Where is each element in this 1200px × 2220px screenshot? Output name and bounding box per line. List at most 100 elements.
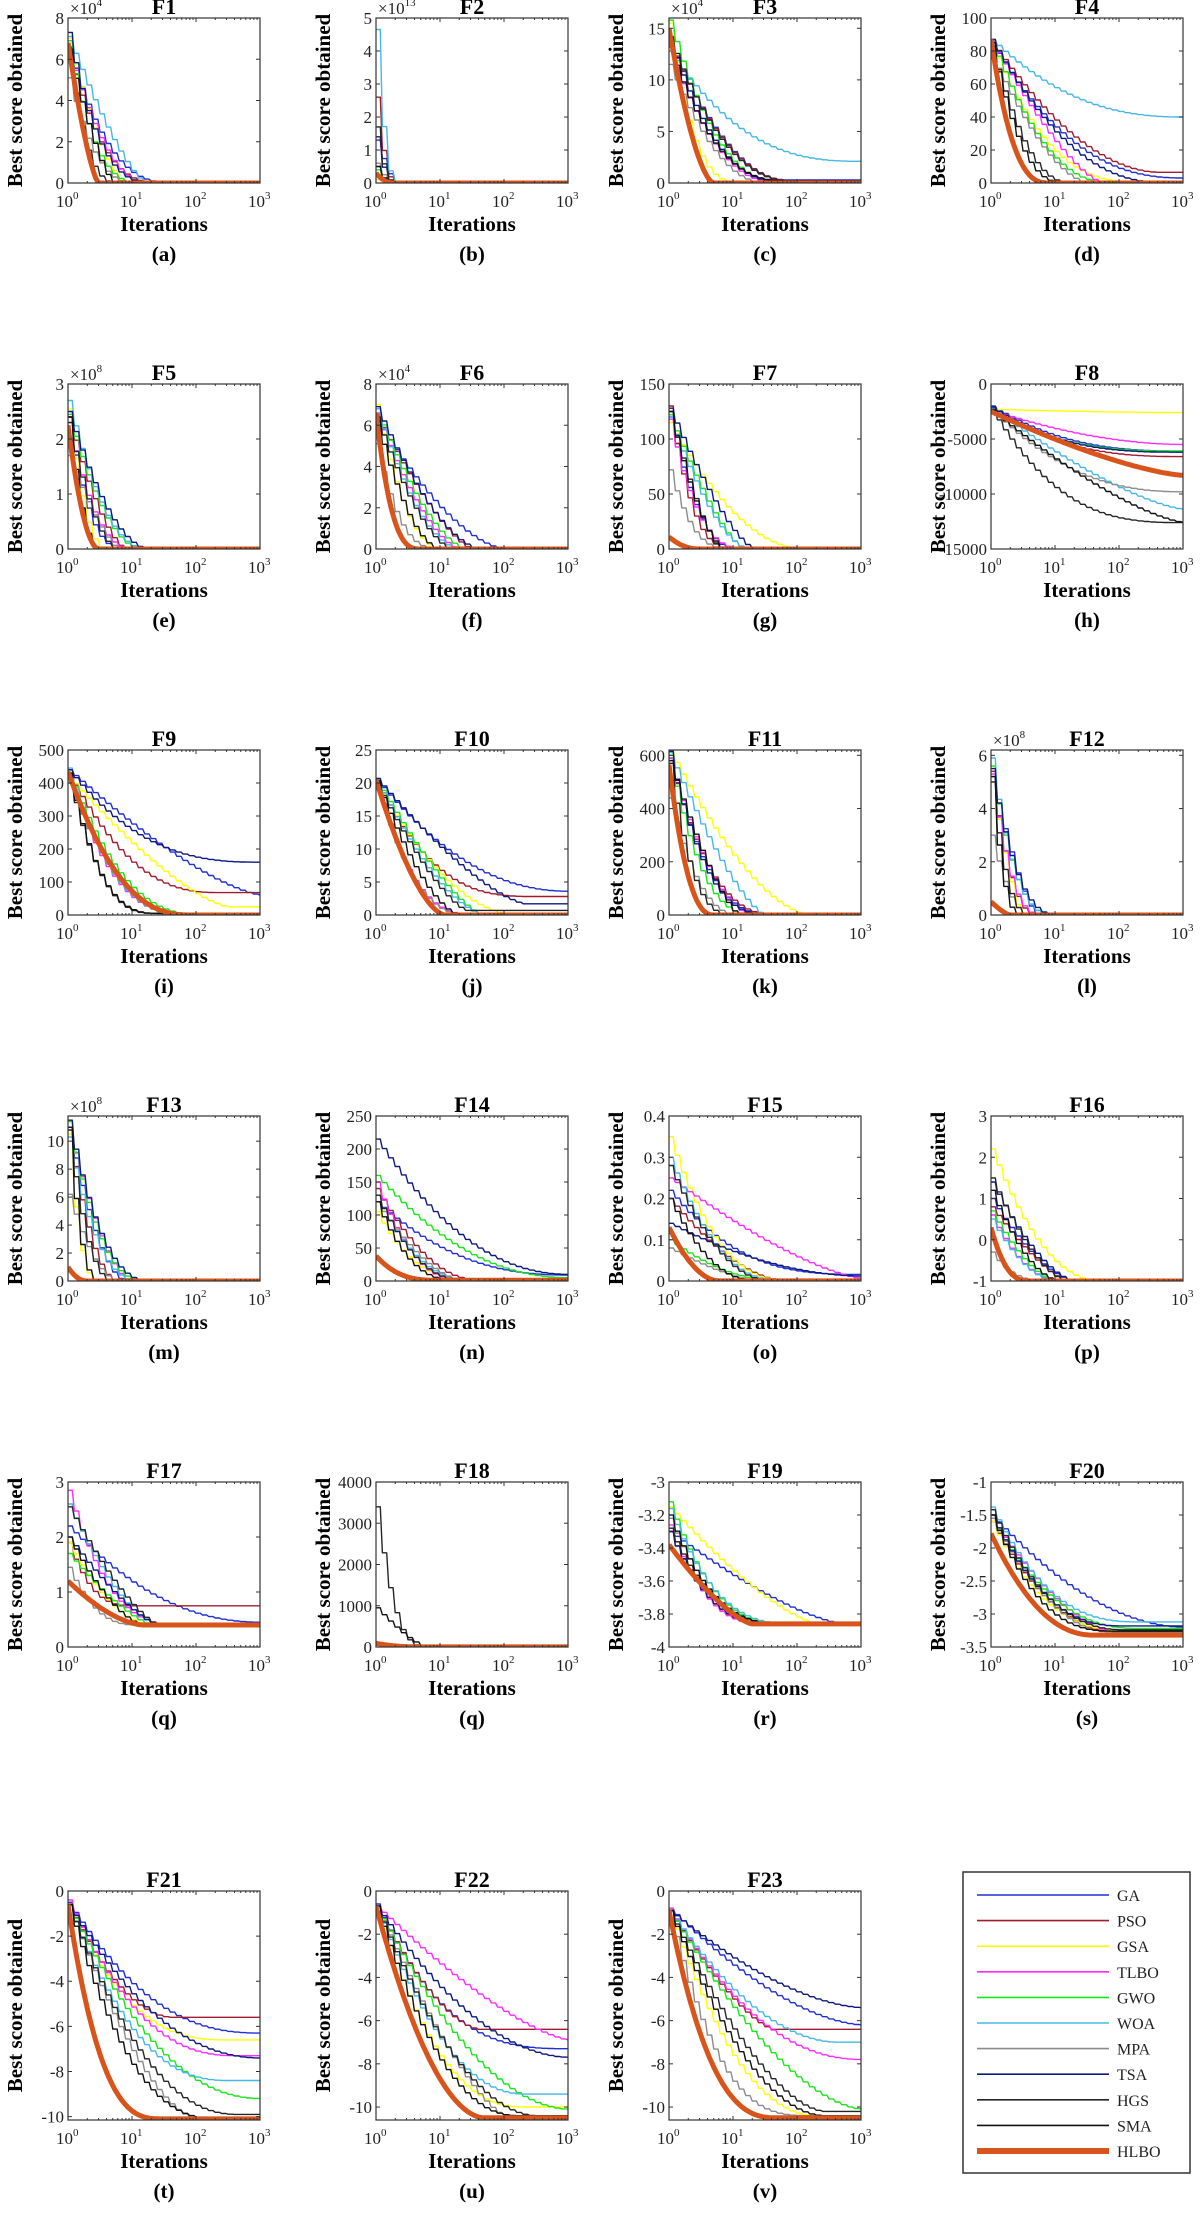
series-group	[669, 1501, 861, 1627]
y-tick-label: -6	[651, 2012, 665, 2031]
panel-title: F17	[146, 1458, 181, 1483]
y-axis-label: Best score obtained	[3, 1918, 27, 2092]
plot-area	[68, 750, 260, 915]
y-tick-label: 15	[648, 19, 665, 38]
y-tick-label: -3.2	[638, 1506, 665, 1525]
panel-sublabel: (l)	[1077, 974, 1097, 998]
y-tick-label: -10	[642, 2098, 665, 2117]
x-axis-label: Iterations	[1043, 578, 1131, 602]
y-tick-label: 8	[364, 375, 373, 394]
line-gwo-f14	[376, 1174, 568, 1279]
plot-area	[376, 18, 568, 183]
series-group	[376, 1903, 568, 2120]
y-axis-label: Best score obtained	[3, 1111, 27, 1285]
line-pso-f17	[68, 1541, 260, 1607]
x-tick-label: 103	[849, 2127, 872, 2148]
y-tick-label: 6	[56, 50, 65, 69]
plot-area	[376, 750, 568, 915]
legend-label: GSA	[1117, 1939, 1149, 1956]
x-axis-label: Iterations	[721, 944, 809, 968]
y-tick-label: 1	[56, 485, 65, 504]
x-tick-label: 103	[556, 190, 579, 211]
panel-sublabel: (h)	[1074, 608, 1100, 632]
x-tick-label: 102	[785, 1288, 808, 1309]
line-tsa-f14	[376, 1138, 568, 1276]
panel-title: F13	[146, 1092, 181, 1117]
x-tick-label: 103	[556, 1654, 579, 1675]
panel-f10: 100 101 102 103 0 5 10 15 20 25 F10 Iterations Best …	[311, 726, 579, 998]
x-tick-label: 101	[120, 2127, 143, 2148]
y-tick-label: 0	[56, 174, 65, 193]
panel-sublabel: (i)	[154, 974, 174, 998]
x-tick-label: 101	[120, 1654, 143, 1675]
y-tick-label: 6	[979, 746, 988, 765]
x-tick-label: 103	[1171, 190, 1194, 211]
y-tick-label: 0	[364, 1272, 373, 1291]
line-gsa-f10	[376, 782, 568, 915]
y-tick-label: 3000	[338, 1514, 372, 1533]
x-tick-label: 102	[184, 556, 207, 577]
x-tick-label: 100	[657, 2127, 680, 2148]
x-tick-label: 102	[184, 190, 207, 211]
x-tick-label: 100	[657, 190, 680, 211]
line-hlbo-f11	[669, 764, 861, 915]
y-tick-label: 0.2	[644, 1190, 665, 1209]
x-tick-label: 100	[657, 1288, 680, 1309]
panel-title: F21	[146, 1867, 181, 1892]
y-tick-label: 2000	[338, 1556, 372, 1575]
x-tick-label: 102	[785, 2127, 808, 2148]
plot-frame	[67, 383, 261, 550]
line-hgs-f8	[991, 408, 1183, 524]
line-tsa-f5	[68, 410, 260, 549]
panel-title: F7	[753, 360, 777, 385]
panel-f21: 100 101 102 103 -10 -8 -6 -4 -2 0 F21 Iterations Bes…	[3, 1867, 271, 2203]
line-tlbo-f21	[68, 1899, 260, 2057]
line-hgs-f13	[68, 1129, 260, 1281]
y-tick-label: -1.5	[960, 1506, 987, 1525]
line-woa-f23	[669, 1909, 861, 2043]
y-tick-label: 10	[648, 71, 665, 90]
y-axis-label: Best score obtained	[311, 1918, 335, 2092]
x-tick-label: 100	[364, 1654, 387, 1675]
panel-f16: 100 101 102 103 -1 0 1 2 3 F16 Iterations Best scor…	[926, 1092, 1194, 1364]
line-sma-f8	[991, 409, 1183, 524]
series-group	[68, 1899, 260, 2120]
line-hlbo-f3	[669, 27, 861, 183]
line-pso-f12	[991, 770, 1183, 915]
y-tick-label: 50	[355, 1239, 372, 1258]
x-tick-label: 102	[1107, 190, 1130, 211]
line-gsa-f9	[68, 775, 260, 908]
y-tick-label: 4000	[338, 1473, 372, 1492]
plot-frame	[375, 749, 569, 916]
legend-entry-hlbo: HLBO	[977, 2144, 1161, 2161]
x-axis-label: Iterations	[428, 578, 516, 602]
line-sma-f10	[376, 780, 568, 915]
panel-sublabel: (v)	[753, 2179, 778, 2203]
line-tlbo-f15	[669, 1177, 861, 1280]
x-tick-label: 102	[184, 1288, 207, 1309]
series-group	[669, 19, 861, 183]
y-multiplier: ×1013	[378, 0, 416, 18]
line-hlbo-f21	[68, 1904, 260, 2120]
y-tick-label: 60	[970, 75, 987, 94]
y-tick-label: 0	[364, 174, 373, 193]
y-tick-label: 0	[979, 174, 988, 193]
x-axis-label: Iterations	[721, 2149, 809, 2173]
y-tick-label: 3	[56, 1473, 65, 1492]
x-axis-label: Iterations	[1043, 1676, 1131, 1700]
x-axis-label: Iterations	[120, 944, 208, 968]
y-tick-label: 100	[640, 430, 666, 449]
y-tick-label: 1000	[338, 1597, 372, 1616]
y-tick-label: -2	[973, 1539, 987, 1558]
y-axis-label: Best score obtained	[3, 745, 27, 919]
panel-title: F2	[460, 0, 484, 19]
y-axis-label: Best score obtained	[604, 379, 628, 553]
panel-f11: 100 101 102 103 0 200 400 600 F11 Iterations Best …	[604, 726, 872, 998]
x-axis-label: Iterations	[721, 1676, 809, 1700]
panel-f6: 100 101 102 103 0 2 4 6 8 ×104 F6 Iterations Best sc…	[311, 360, 579, 632]
x-tick-label: 100	[979, 190, 1002, 211]
y-tick-label: -15000	[939, 540, 987, 559]
y-axis-label: Best score obtained	[926, 379, 950, 553]
legend-label: GWO	[1117, 1990, 1155, 2007]
y-tick-label: -2	[651, 1925, 665, 1944]
